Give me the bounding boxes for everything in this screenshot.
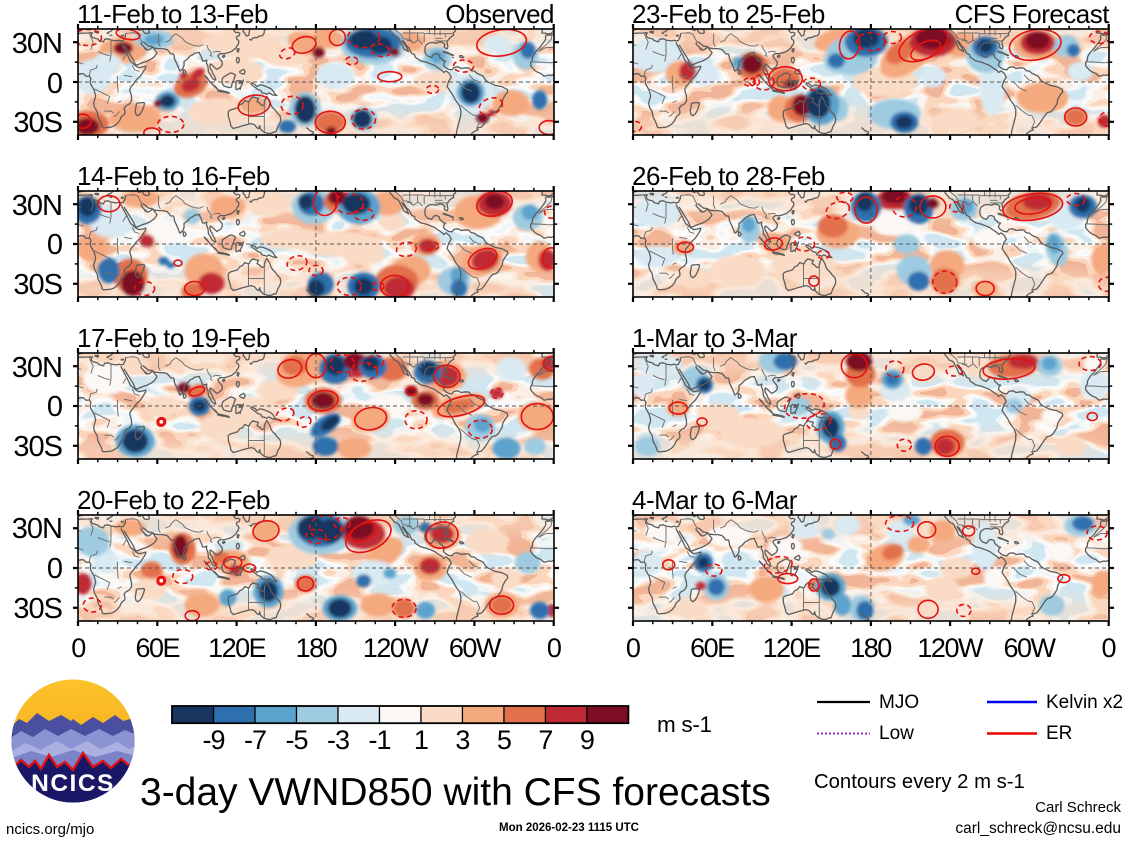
svg-text:NCICS: NCICS bbox=[31, 770, 115, 797]
